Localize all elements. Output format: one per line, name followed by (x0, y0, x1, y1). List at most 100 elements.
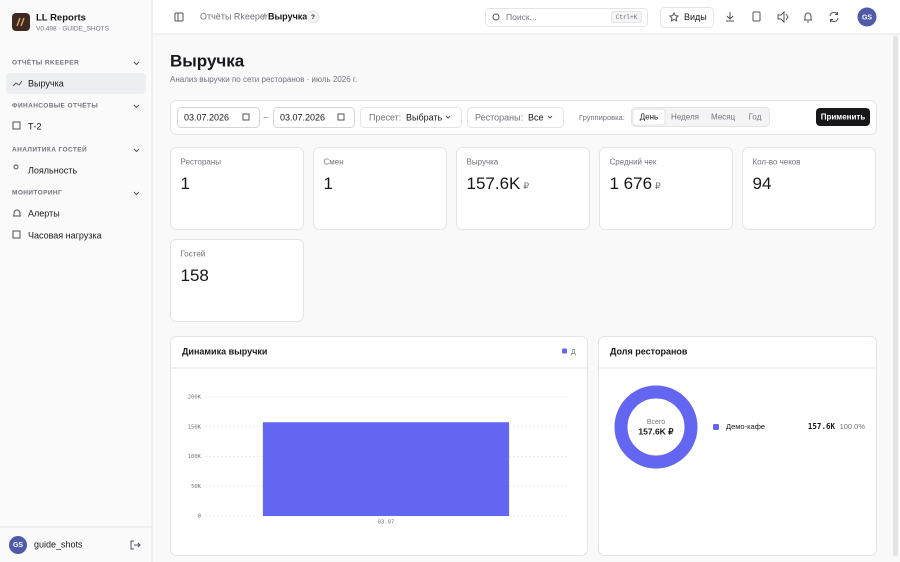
grouping-option[interactable]: Неделя (671, 113, 699, 122)
legend-label: Д (571, 349, 576, 356)
kpi-label: Гостей (181, 250, 206, 259)
kpi-card (313, 147, 447, 230)
search-placeholder: Поиск... (506, 12, 537, 22)
nav-icon (13, 209, 21, 217)
help-badge[interactable] (306, 10, 320, 24)
avatar[interactable] (9, 536, 27, 554)
app-name: LL Reports (36, 13, 86, 24)
refresh-icon[interactable] (829, 11, 839, 23)
donut-center-label: Всего (647, 419, 665, 426)
page-title: Выручка (170, 51, 245, 70)
grouping-option[interactable]: Год (749, 113, 762, 122)
grouping-option[interactable]: Месяц (711, 113, 736, 122)
date-separator: – (263, 111, 268, 121)
kpi-value: 158 (181, 266, 209, 285)
apply-label: Применить (821, 113, 866, 122)
nav-icon (13, 164, 19, 170)
kpi-unit: ₽ (655, 181, 661, 191)
preset-select[interactable] (360, 107, 462, 128)
y-tick-label: 100K (188, 454, 202, 460)
user-name: guide_shots (34, 539, 83, 549)
chart-title: Доля ресторанов (610, 346, 688, 356)
kpi-value: 94 (753, 174, 772, 193)
section-title: ФИНАНСОВЫЕ ОТЧЁТЫ (12, 102, 98, 110)
kpi-value: 1 676 (610, 174, 653, 193)
kpi-label: Кол-во чеков (753, 158, 801, 167)
x-tick-label: 03.07 (378, 520, 395, 526)
chevron[interactable] (133, 104, 140, 109)
star-icon (668, 11, 680, 22)
download-icon[interactable] (726, 12, 734, 22)
y-tick-label: 0 (198, 514, 201, 520)
nav-item[interactable]: Выручка (28, 78, 64, 88)
share-card (598, 336, 877, 556)
legend-swatch (562, 348, 567, 354)
nav-icon (12, 80, 23, 87)
grouping-active (632, 108, 666, 126)
restaurants-value: Все (528, 112, 544, 122)
legend-swatch (713, 424, 719, 430)
bar[interactable] (262, 422, 510, 516)
section-title: МОНИТОРИНГ (12, 190, 62, 197)
donut-slice[interactable] (614, 385, 698, 469)
grouping-label: Группировка: (579, 113, 625, 122)
grouping-segmented (631, 107, 770, 127)
kpi-label: Средний чек (610, 158, 657, 167)
chevron[interactable] (133, 191, 140, 196)
avatar-initials: GS (13, 542, 23, 549)
logout-icon[interactable] (130, 540, 141, 550)
bell-icon[interactable] (804, 12, 812, 23)
restaurants-select[interactable] (467, 107, 564, 128)
help-text: ? (311, 14, 315, 21)
breadcrumb-parent[interactable]: Отчёты Rkeeper (200, 11, 268, 21)
date-input[interactable] (177, 107, 260, 128)
nav-item[interactable]: Часовая нагрузка (28, 230, 102, 240)
kpi-value: 1 (181, 174, 190, 193)
nav-active-bg (6, 73, 146, 94)
kpi-label: Выручка (467, 158, 499, 167)
breadcrumb-separator: / (263, 11, 266, 21)
date-input[interactable] (273, 107, 355, 128)
chevron[interactable] (133, 148, 140, 153)
logo (12, 13, 30, 31)
legend-amount: 157.6K (808, 422, 836, 431)
y-tick-label: 200K (188, 395, 202, 401)
y-tick-label: 50K (191, 484, 202, 490)
search-icon (492, 13, 500, 21)
preset-value: Выбрать (406, 112, 443, 122)
apply-button[interactable] (816, 108, 870, 126)
nav-item[interactable]: Т-2 (28, 121, 42, 131)
kpi-card (170, 147, 304, 230)
search-box[interactable] (485, 8, 648, 27)
section-title: ОТЧЁТЫ RKEEPER (12, 59, 79, 67)
breadcrumb-current: Выручка (268, 11, 308, 21)
nav-icon (12, 121, 21, 130)
grouping-option[interactable]: День (640, 113, 658, 122)
kpi-card (599, 147, 733, 230)
app-version: V0.498 · GUIDE_SHOTS (36, 26, 110, 33)
speaker-icon[interactable] (777, 10, 789, 24)
chevron (445, 115, 451, 119)
book-icon[interactable] (752, 11, 761, 22)
chevron[interactable] (133, 61, 140, 66)
legend-label: Демо-кафе (726, 422, 765, 431)
bar-chart: 0 50K 100K 150K 200K 03.07 Д (188, 348, 576, 526)
calendar-icon (337, 113, 345, 121)
date-from: 03.07.2026 (184, 112, 229, 122)
scrollbar (893, 36, 898, 556)
nav-item[interactable]: Лояльность (28, 165, 77, 175)
avatar[interactable] (857, 7, 877, 27)
kpi-label: Смен (324, 158, 344, 167)
kpi-label: Рестораны (181, 158, 222, 167)
sidebar-toggle[interactable] (174, 12, 184, 22)
nav-item[interactable]: Алерты (28, 208, 60, 218)
logo-mark (16, 17, 25, 27)
legend-percent: 100.0% (840, 422, 866, 431)
date-to: 03.07.2026 (280, 112, 325, 122)
page-subtitle: Анализ выручки по сети ресторанов · июль… (170, 75, 357, 84)
calendar-icon (242, 113, 250, 121)
shortcut-kbd (611, 11, 642, 23)
kpi-value: 1 (324, 174, 333, 193)
